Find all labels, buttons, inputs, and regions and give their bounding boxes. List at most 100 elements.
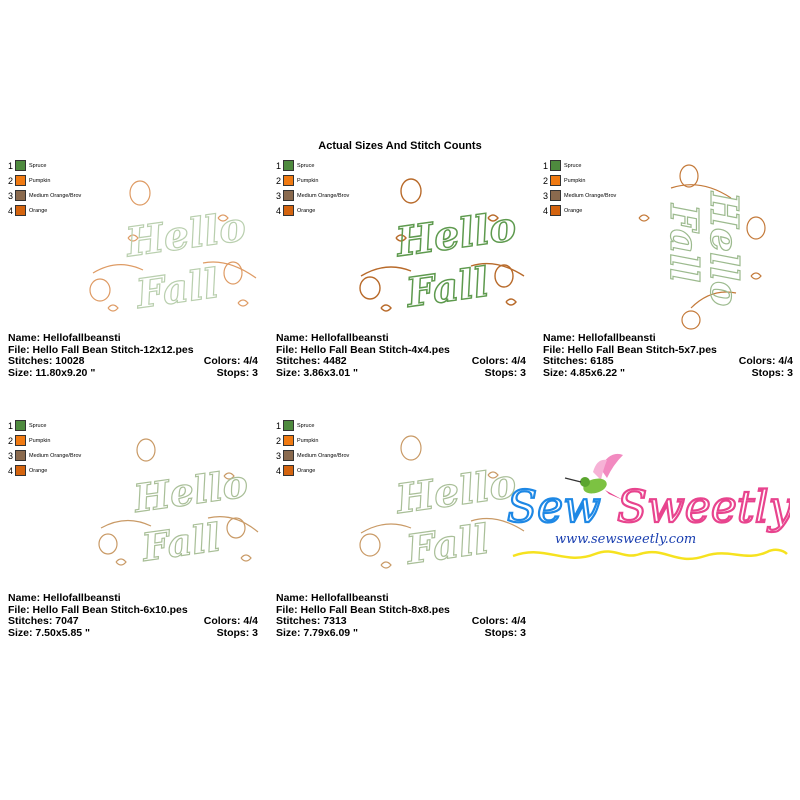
- stitch-count: Stitches: 7047: [8, 615, 79, 627]
- color-swatch: [550, 160, 561, 171]
- color-swatch: [283, 450, 294, 461]
- legend-item: 3 Medium Orange/Brov: [276, 450, 350, 461]
- design-info: Name: Hellofallbeansti File: Hello Fall …: [8, 592, 258, 639]
- color-swatch: [283, 190, 294, 201]
- legend-item: 3 Medium Orange/Brov: [8, 450, 82, 461]
- stop-count: Stops: 3: [751, 366, 793, 379]
- color-legend: 1 Spruce 2 Pumpkin 3 Medium Orange/Brov 4 Or…: [276, 158, 349, 218]
- design-size: Size: 7.79x6.09 ": [276, 626, 359, 639]
- color-swatch: [283, 175, 294, 186]
- design-file: File: Hello Fall Bean Stitch-8x8.pes: [276, 603, 450, 616]
- hummingbird-icon: [564, 453, 623, 500]
- design-text-fall: Fall: [402, 259, 491, 317]
- legend-item: 4 Orange: [8, 205, 48, 216]
- thread-swirl: [512, 548, 788, 561]
- legend-item: 2 Pumpkin: [8, 435, 51, 446]
- color-swatch: [15, 205, 26, 216]
- design-text-fall: Fall: [402, 516, 491, 574]
- color-swatch: [283, 205, 294, 216]
- color-swatch: [550, 205, 561, 216]
- logo-word-sweetly: Sweetly: [617, 482, 790, 533]
- embroidery-design-preview: Hello Fall: [89, 180, 257, 319]
- embroidery-design-preview: Hello Fall: [638, 164, 766, 330]
- page-title: Actual Sizes And Stitch Counts: [318, 140, 482, 152]
- color-legend: 1 Spruce 2 Pumpkin 3 Medium Orange/Brov 4 Or…: [276, 418, 349, 478]
- legend-item: 2 Pumpkin: [276, 435, 319, 446]
- design-text-fall: Fall: [662, 203, 707, 282]
- color-swatch: [283, 435, 294, 446]
- stitch-count: Stitches: 6185: [543, 355, 614, 367]
- design-info: Name: Hellofallbeansti File: Hello Fall …: [8, 332, 258, 379]
- color-count: Colors: 4/4: [203, 355, 258, 367]
- design-size: Size: 11.80x9.20 ": [8, 366, 96, 379]
- stop-count: Stops: 3: [216, 626, 258, 639]
- stop-count: Stops: 3: [484, 626, 526, 639]
- legend-item: 2 Pumpkin: [543, 175, 586, 186]
- design-name: Name: Hellofallbeansti: [276, 592, 389, 604]
- color-swatch: [550, 190, 561, 201]
- color-swatch: [15, 420, 26, 431]
- design-file: File: Hello Fall Bean Stitch-5x7.pes: [543, 343, 717, 356]
- legend-item: 1 Spruce: [543, 160, 582, 171]
- legend-item: 1 Spruce: [276, 420, 315, 431]
- design-panel-12x12: 1 Spruce 2 Pumpkin 3 Medium Orange/Brov 4 Or…: [8, 158, 258, 398]
- color-legend: 1 Spruce 2 Pumpkin 3 Medium Orange/Brov 4 Or…: [543, 158, 616, 218]
- design-info: Name: Hellofallbeansti File: Hello Fall …: [543, 332, 793, 379]
- design-name: Name: Hellofallbeansti: [543, 332, 656, 344]
- legend-item: 1 Spruce: [8, 420, 47, 431]
- design-text-fall: Fall: [138, 514, 223, 570]
- legend-item: 4 Orange: [276, 205, 316, 216]
- legend-item: 3 Medium Orange/Brov: [276, 190, 350, 201]
- color-swatch: [15, 160, 26, 171]
- color-swatch: [15, 450, 26, 461]
- legend-item: 1 Spruce: [8, 160, 47, 171]
- legend-item: 4 Orange: [276, 465, 316, 476]
- design-text-fall: Fall: [132, 260, 221, 318]
- color-swatch: [283, 160, 294, 171]
- design-text-hello: Hello: [392, 460, 519, 523]
- design-panel-6x10: 1 Spruce 2 Pumpkin 3 Medium Orange/Brov 4 Or…: [8, 418, 259, 658]
- color-count: Colors: 4/4: [203, 615, 258, 627]
- color-swatch: [283, 465, 294, 476]
- legend-item: 2 Pumpkin: [276, 175, 319, 186]
- embroidery-design-preview: Hello Fall: [98, 438, 259, 571]
- stitch-count: Stitches: 10028: [8, 355, 85, 367]
- design-size: Size: 4.85x6.22 ": [543, 366, 626, 379]
- color-swatch: [15, 190, 26, 201]
- logo-url: www.sewsweetly.com: [555, 532, 696, 547]
- color-swatch: [550, 175, 561, 186]
- design-file: File: Hello Fall Bean Stitch-12x12.pes: [8, 343, 194, 356]
- legend-item: 1 Spruce: [276, 160, 315, 171]
- color-count: Colors: 4/4: [738, 355, 793, 367]
- design-text-hello: Hello: [122, 203, 249, 266]
- design-size: Size: 7.50x5.85 ": [8, 626, 91, 639]
- color-swatch: [15, 465, 26, 476]
- color-count: Colors: 4/4: [471, 615, 526, 627]
- design-panel-8x8: 1 Spruce 2 Pumpkin 3 Medium Orange/Brov 4 Or…: [276, 418, 526, 658]
- color-legend: 1 Spruce 2 Pumpkin 3 Medium Orange/Brov 4 Or…: [8, 418, 81, 478]
- stitch-count: Stitches: 7313: [276, 615, 347, 627]
- design-info: Name: Hellofallbeansti File: Hello Fall …: [276, 592, 526, 639]
- color-count: Colors: 4/4: [471, 355, 526, 367]
- design-text-hello: Hello: [702, 191, 747, 306]
- design-name: Name: Hellofallbeansti: [276, 332, 389, 344]
- design-size: Size: 3.86x3.01 ": [276, 366, 359, 379]
- stop-count: Stops: 3: [216, 366, 258, 379]
- legend-item: 2 Pumpkin: [8, 175, 51, 186]
- color-swatch: [15, 175, 26, 186]
- color-swatch: [15, 435, 26, 446]
- embroidery-design-preview: Hello Fall: [359, 435, 525, 574]
- sew-sweetly-logo: Sew Sweetly www.sewsweetly.com: [506, 453, 790, 561]
- design-info: Name: Hellofallbeansti File: Hello Fall …: [276, 332, 526, 379]
- design-panel-4x4: 1 Spruce 2 Pumpkin 3 Medium Orange/Brov 4 Or…: [276, 158, 526, 398]
- legend-item: 4 Orange: [8, 465, 48, 476]
- legend-item: 4 Orange: [543, 205, 583, 216]
- design-text-hello: Hello: [130, 460, 250, 521]
- legend-item: 3 Medium Orange/Brov: [543, 190, 617, 201]
- color-swatch: [283, 420, 294, 431]
- design-panel-5x7: 1 Spruce 2 Pumpkin 3 Medium Orange/Brov 4 Or…: [543, 158, 793, 398]
- design-text-hello: Hello: [392, 203, 519, 266]
- stop-count: Stops: 3: [484, 366, 526, 379]
- logo-word-sew: Sew: [507, 482, 601, 533]
- design-file: File: Hello Fall Bean Stitch-6x10.pes: [8, 603, 188, 616]
